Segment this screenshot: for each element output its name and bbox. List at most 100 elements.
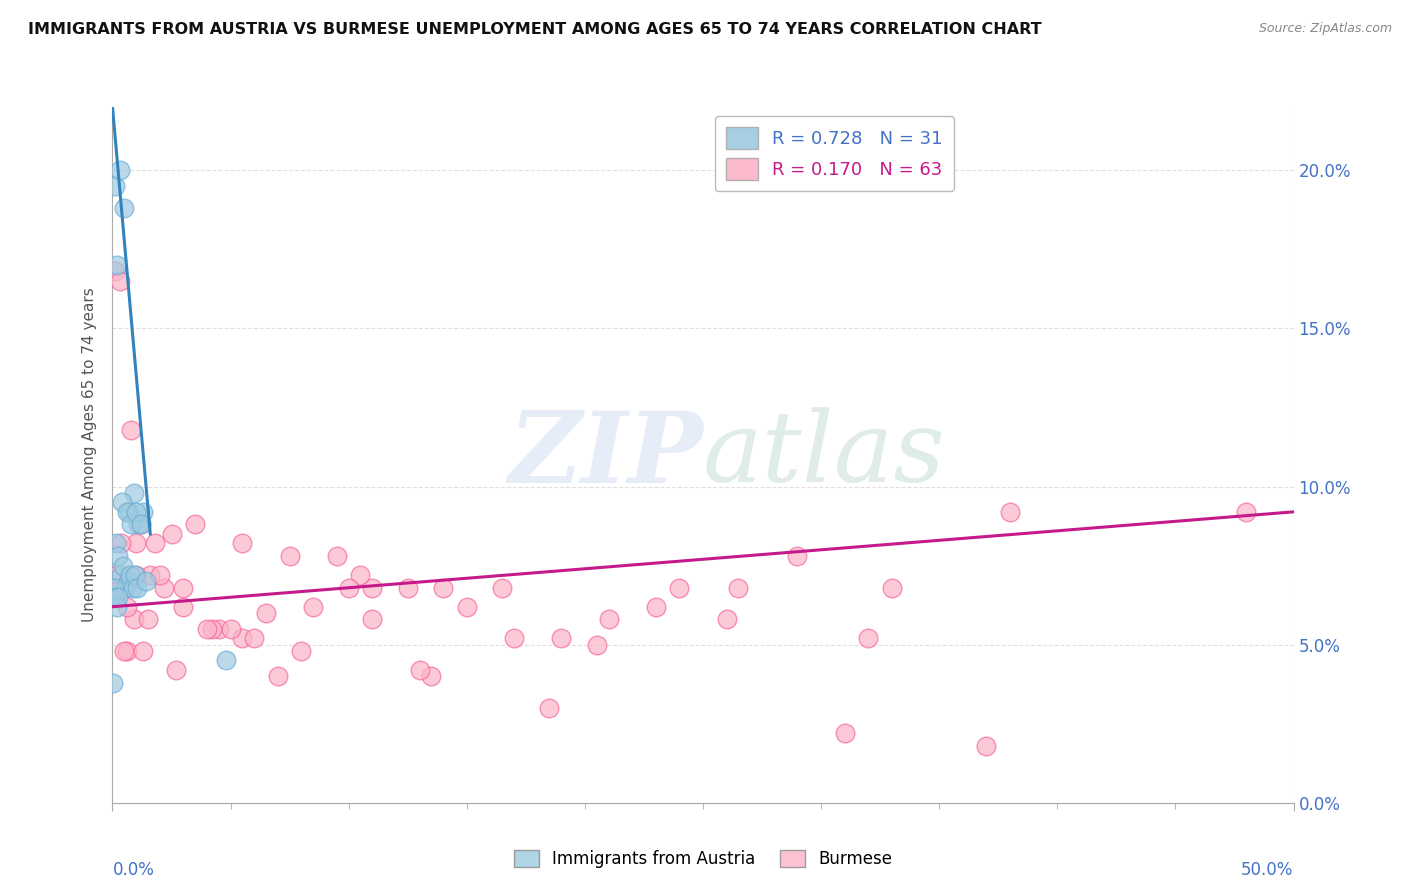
- Point: [456, 599, 478, 614]
- Point: [668, 581, 690, 595]
- Point: [104, 591, 127, 605]
- Point: [114, 581, 136, 595]
- Point: [337, 581, 360, 595]
- Point: [108, 274, 131, 288]
- Point: [122, 612, 145, 626]
- Point: [135, 574, 157, 589]
- Point: [149, 568, 172, 582]
- Point: [361, 612, 384, 626]
- Point: [231, 632, 253, 646]
- Point: [112, 644, 135, 658]
- Point: [115, 644, 138, 658]
- Point: [1234, 505, 1257, 519]
- Point: [111, 495, 134, 509]
- Point: [125, 568, 148, 582]
- Point: [786, 549, 808, 563]
- Point: [118, 505, 141, 519]
- Point: [117, 574, 139, 589]
- Point: [160, 527, 183, 541]
- Point: [101, 675, 124, 690]
- Point: [105, 258, 128, 272]
- Point: [132, 505, 155, 519]
- Point: [132, 644, 155, 658]
- Point: [127, 517, 149, 532]
- Point: [125, 505, 148, 519]
- Point: [105, 599, 128, 614]
- Point: [361, 581, 384, 595]
- Point: [125, 536, 148, 550]
- Point: [585, 638, 607, 652]
- Point: [153, 581, 176, 595]
- Point: [108, 163, 131, 178]
- Point: [491, 581, 513, 595]
- Point: [139, 568, 162, 582]
- Text: 0.0%: 0.0%: [112, 861, 155, 879]
- Point: [195, 622, 218, 636]
- Point: [396, 581, 419, 595]
- Point: [432, 581, 454, 595]
- Point: [112, 201, 135, 215]
- Point: [172, 581, 194, 595]
- Point: [136, 612, 159, 626]
- Point: [243, 632, 266, 646]
- Text: 50.0%: 50.0%: [1241, 861, 1294, 879]
- Point: [208, 622, 231, 636]
- Point: [184, 517, 207, 532]
- Point: [538, 701, 561, 715]
- Point: [107, 549, 129, 563]
- Point: [110, 536, 132, 550]
- Point: [112, 558, 135, 573]
- Point: [107, 591, 129, 605]
- Point: [834, 726, 856, 740]
- Point: [110, 568, 132, 582]
- Text: Source: ZipAtlas.com: Source: ZipAtlas.com: [1258, 22, 1392, 36]
- Point: [408, 663, 430, 677]
- Point: [129, 517, 152, 532]
- Legend: Immigrants from Austria, Burmese: Immigrants from Austria, Burmese: [508, 843, 898, 875]
- Point: [127, 581, 149, 595]
- Point: [644, 599, 666, 614]
- Point: [503, 632, 526, 646]
- Point: [120, 517, 142, 532]
- Point: [302, 599, 325, 614]
- Point: [231, 536, 253, 550]
- Point: [349, 568, 371, 582]
- Point: [115, 599, 138, 614]
- Point: [105, 536, 128, 550]
- Point: [120, 568, 142, 582]
- Point: [727, 581, 749, 595]
- Point: [998, 505, 1021, 519]
- Legend: R = 0.728   N = 31, R = 0.170   N = 63: R = 0.728 N = 31, R = 0.170 N = 63: [714, 116, 953, 191]
- Point: [143, 536, 166, 550]
- Point: [550, 632, 572, 646]
- Point: [165, 663, 187, 677]
- Point: [105, 568, 128, 582]
- Point: [124, 568, 146, 582]
- Point: [716, 612, 738, 626]
- Point: [598, 612, 620, 626]
- Point: [108, 581, 131, 595]
- Point: [103, 581, 125, 595]
- Point: [129, 517, 152, 532]
- Point: [219, 622, 242, 636]
- Point: [120, 423, 142, 437]
- Point: [215, 653, 238, 667]
- Point: [267, 669, 290, 683]
- Point: [103, 591, 125, 605]
- Point: [278, 549, 301, 563]
- Text: atlas: atlas: [703, 408, 946, 502]
- Point: [880, 581, 903, 595]
- Text: IMMIGRANTS FROM AUSTRIA VS BURMESE UNEMPLOYMENT AMONG AGES 65 TO 74 YEARS CORREL: IMMIGRANTS FROM AUSTRIA VS BURMESE UNEMP…: [28, 22, 1042, 37]
- Point: [172, 599, 194, 614]
- Point: [326, 549, 349, 563]
- Point: [420, 669, 443, 683]
- Text: ZIP: ZIP: [508, 407, 703, 503]
- Point: [290, 644, 312, 658]
- Point: [104, 179, 127, 194]
- Y-axis label: Unemployment Among Ages 65 to 74 years: Unemployment Among Ages 65 to 74 years: [82, 287, 97, 623]
- Point: [858, 632, 880, 646]
- Point: [122, 486, 145, 500]
- Point: [254, 606, 277, 620]
- Point: [121, 581, 143, 595]
- Point: [201, 622, 224, 636]
